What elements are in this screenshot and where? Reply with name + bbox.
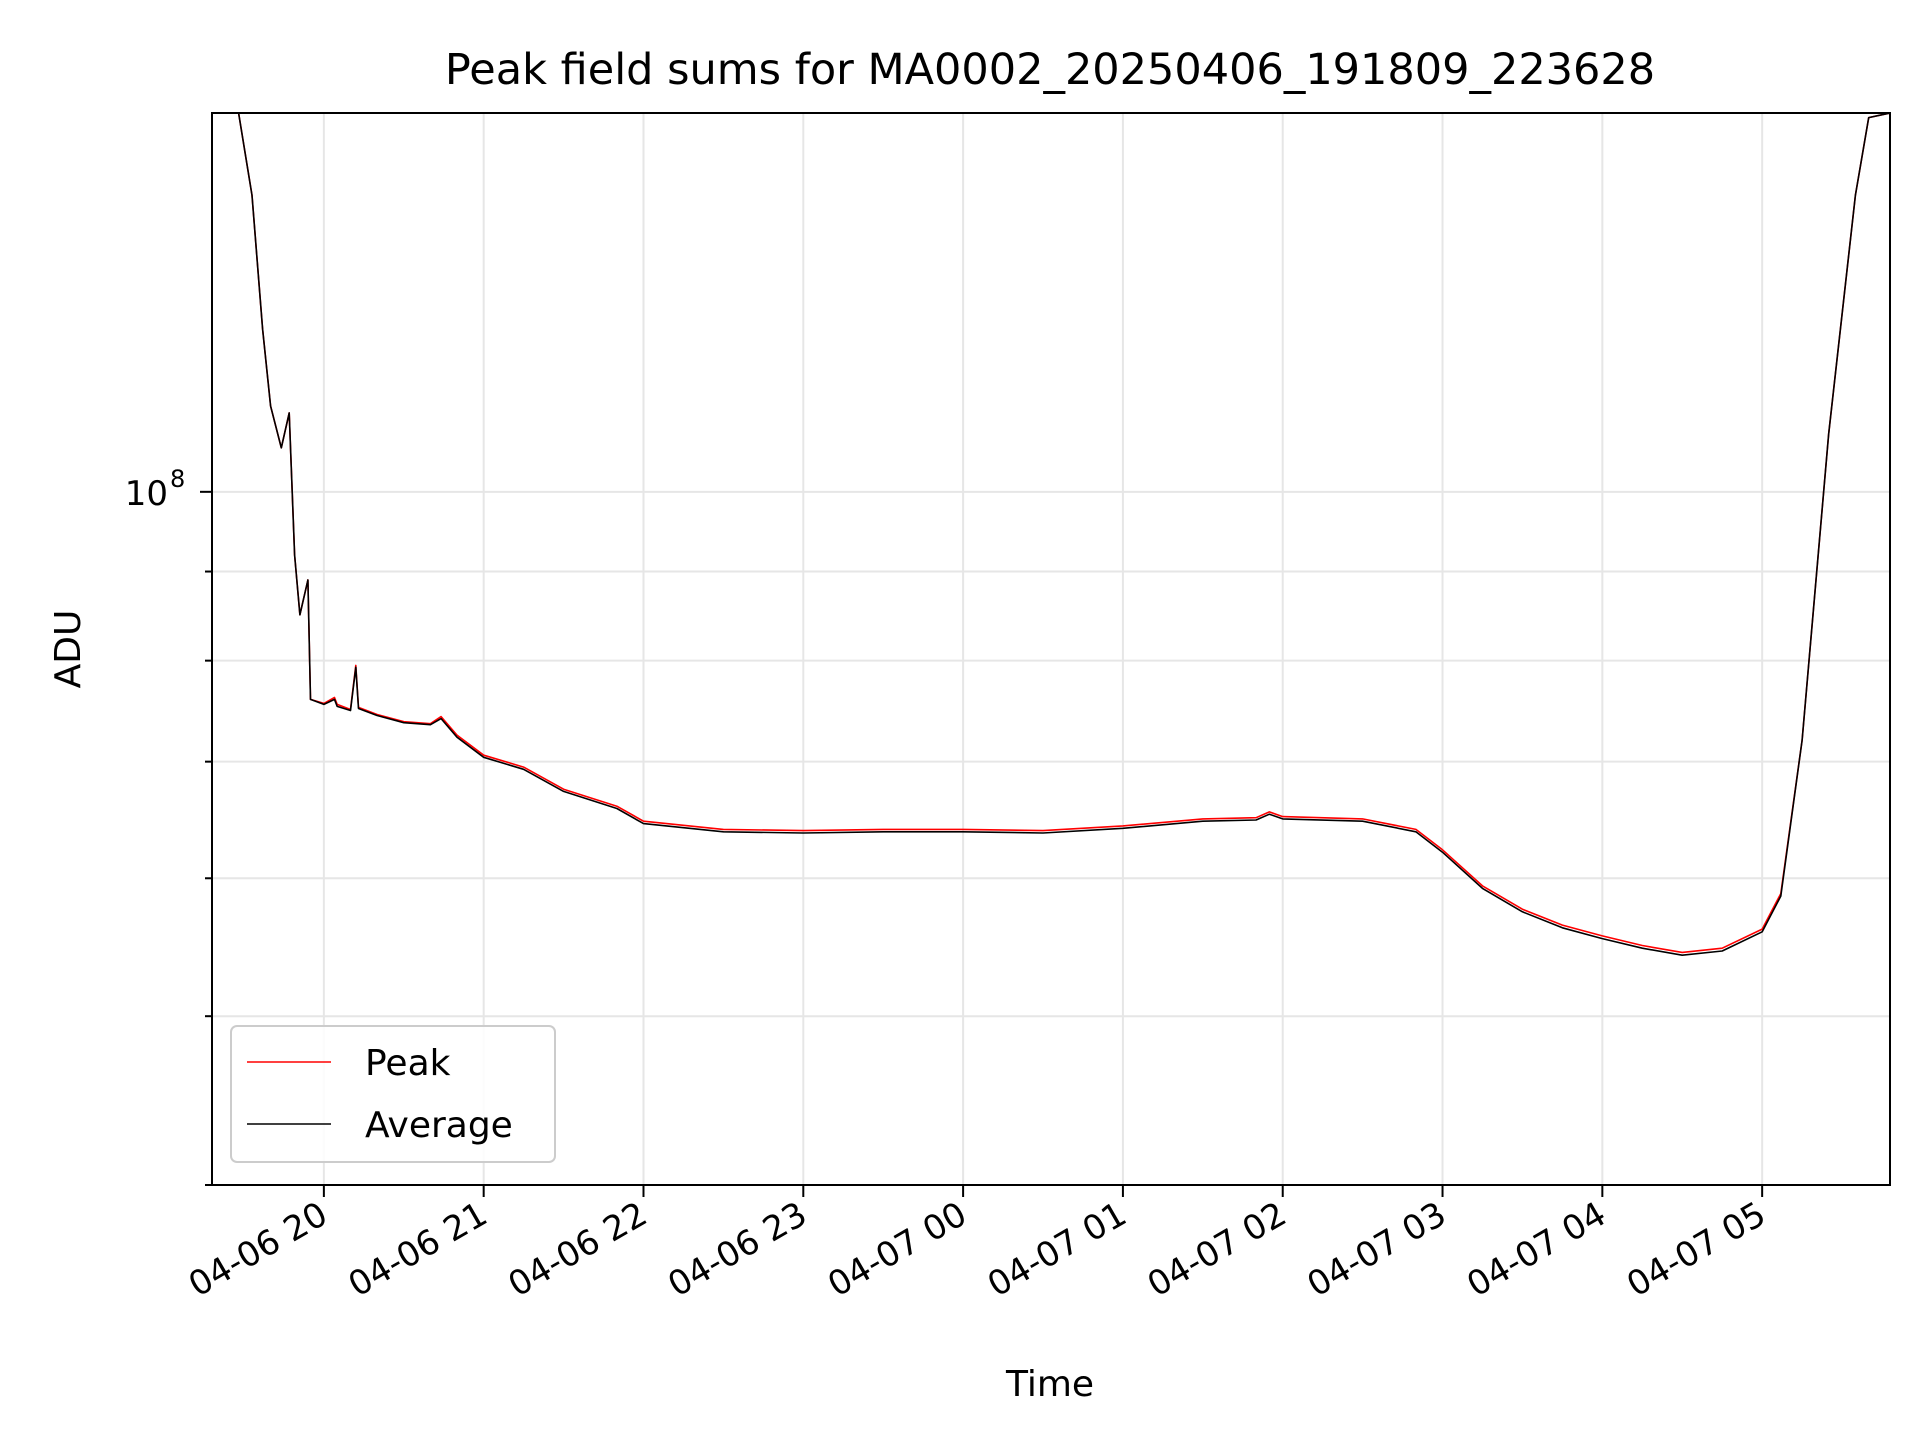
- grid-lines: [212, 113, 1890, 1186]
- y-tick-label-exponent: 8: [170, 465, 185, 493]
- x-axis-label: Time: [1005, 1364, 1094, 1405]
- legend-box: [230, 1025, 556, 1163]
- legend-label-peak: Peak: [365, 1043, 451, 1084]
- plot-frame: [211, 112, 1891, 1186]
- legend: Peak Average: [230, 1025, 556, 1163]
- y-axis-label: ADU: [48, 610, 89, 689]
- legend-label-average: Average: [365, 1105, 513, 1146]
- y-tick-label-base: 10: [125, 474, 168, 514]
- chart-title: Peak field sums for MA0002_20250406_1918…: [445, 45, 1655, 95]
- series-line-average: [212, 113, 1890, 957]
- series-lines: [212, 113, 1890, 957]
